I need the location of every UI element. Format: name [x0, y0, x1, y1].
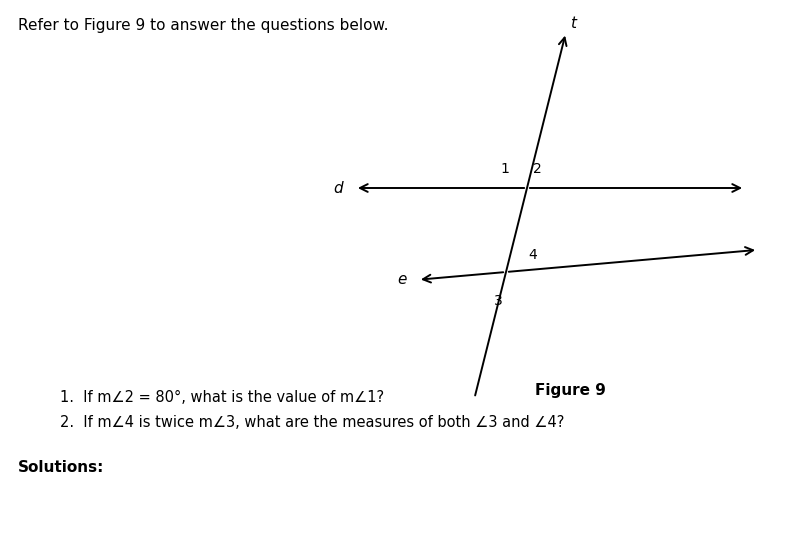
Text: $d$: $d$: [333, 180, 345, 196]
Text: 2.  If m∠4 is twice m∠3, what are the measures of both ∠3 and ∠4?: 2. If m∠4 is twice m∠3, what are the mea…: [60, 415, 564, 430]
Text: 3: 3: [493, 294, 502, 308]
Text: 1.  If m∠2 = 80°, what is the value of m∠1?: 1. If m∠2 = 80°, what is the value of m∠…: [60, 390, 384, 405]
Text: Solutions:: Solutions:: [18, 460, 105, 475]
Text: $t$: $t$: [569, 15, 577, 31]
Text: Figure 9: Figure 9: [534, 383, 605, 398]
Text: $e$: $e$: [397, 273, 407, 287]
Text: 4: 4: [527, 248, 536, 262]
Text: 2: 2: [532, 162, 541, 176]
Text: Refer to Figure 9 to answer the questions below.: Refer to Figure 9 to answer the question…: [18, 18, 388, 33]
Text: 1: 1: [500, 162, 508, 176]
